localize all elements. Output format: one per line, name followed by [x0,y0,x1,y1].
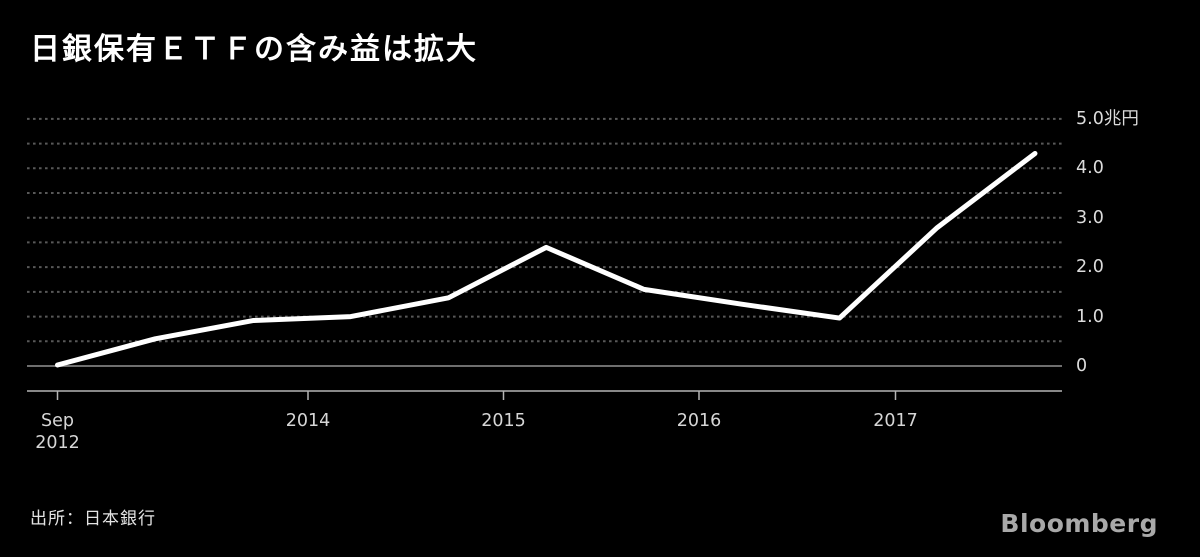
y-tick-label: 5.0兆円 [1076,108,1139,129]
chart-title: 日銀保有ＥＴＦの含み益は拡大 [30,32,478,67]
x-tick-label: 2017 [873,411,918,431]
y-tick-label: 0 [1076,356,1088,376]
y-tick-label: 2.0 [1076,257,1104,278]
y-tick-label: 3.0 [1076,207,1104,228]
y-tick-label: 1.0 [1076,306,1104,327]
y-tick-label: 4.0 [1076,158,1104,179]
bloomberg-logo: Bloomberg [1000,509,1158,538]
x-tick-label: Sep 2012 [35,411,80,453]
x-tick-label: 2016 [676,411,722,431]
x-tick-label: 2015 [481,411,526,431]
x-tick-label: 2014 [285,411,331,431]
source-note: 出所：日本銀行 [30,509,156,529]
data-line-etf-unrealized-gains [55,150,1038,368]
